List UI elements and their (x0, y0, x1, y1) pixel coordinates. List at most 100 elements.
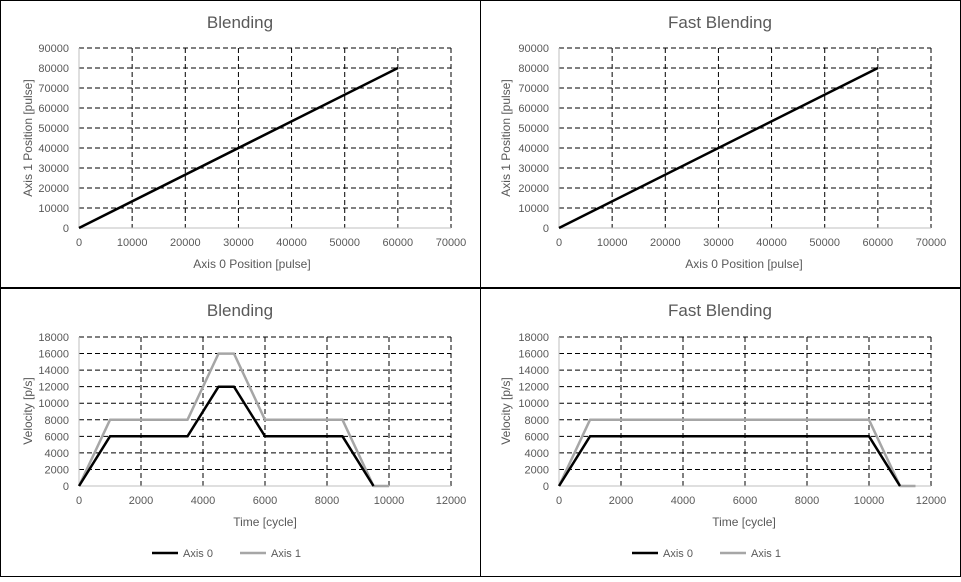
x-tick-label: 70000 (436, 237, 467, 249)
chart-title: Fast Blending (668, 301, 772, 320)
series-line-axis-1-vs-axis-0 (78, 66, 399, 230)
x-tick-label: 12000 (436, 495, 467, 507)
x-tick-label: 0 (76, 495, 82, 507)
x-axis-label: Time [cycle] (233, 515, 297, 529)
panel-border (0, 288, 481, 577)
x-axis-label: Time [cycle] (712, 515, 776, 529)
y-axis-label: Velocity [p/s] (499, 377, 513, 444)
x-tick-label: 8000 (795, 495, 819, 507)
x-tick-label: 10000 (854, 495, 885, 507)
x-axis-label: Axis 0 Position [pulse] (193, 257, 310, 271)
y-tick-label: 6000 (45, 431, 69, 443)
chart-panel-fast-blending-position: Fast Blending 0 10000 20000 30000 40000 50000… (480, 0, 961, 288)
series-line-axis-0 (557, 435, 902, 487)
y-tick-label: 20000 (38, 183, 69, 195)
x-tick-label: 6000 (733, 495, 757, 507)
legend-label: Axis 1 (271, 548, 301, 560)
x-tick-label: 0 (556, 237, 562, 249)
y-tick-label: 10000 (38, 398, 69, 410)
x-tick-label: 60000 (863, 237, 894, 249)
y-tick-label: 10000 (38, 203, 69, 215)
y-tick-label: 14000 (518, 365, 549, 377)
x-tick-label: 0 (76, 237, 82, 249)
y-tick-label: 90000 (518, 43, 549, 55)
y-tick-label: 30000 (38, 163, 69, 175)
x-tick-label: 10000 (374, 495, 405, 507)
x-tick-label: 50000 (329, 237, 360, 249)
x-tick-label: 12000 (916, 495, 947, 507)
x-tick-label: 2000 (129, 495, 153, 507)
y-tick-label: 40000 (518, 143, 549, 155)
y-tick-label: 4000 (525, 448, 549, 460)
chart-panel-blending-position: Blending 0 10000 20000 30000 40000 50000 60000… (0, 0, 481, 288)
y-tick-label: 12000 (518, 382, 549, 394)
series-line-axis-0 (77, 385, 375, 487)
plot-area: 0 10000 20000 30000 40000 50000 60000 70000 0 100… (38, 43, 466, 249)
chart-panel-blending-velocity: Blending 0 2000 4000 6000 8000 10000 12000 0 200… (0, 288, 481, 577)
y-tick-label: 16000 (518, 349, 549, 361)
x-tick-label: 8000 (315, 495, 339, 507)
y-tick-label: 6000 (525, 431, 549, 443)
y-axis-label: Axis 1 Position [pulse] (499, 79, 513, 196)
y-tick-label: 14000 (38, 365, 69, 377)
y-tick-label: 70000 (518, 83, 549, 95)
plot-area: 0 2000 4000 6000 8000 10000 12000 0 2000 4000 6000… (518, 332, 946, 507)
y-tick-label: 16000 (38, 349, 69, 361)
x-tick-label: 0 (556, 495, 562, 507)
panel-border (480, 288, 961, 577)
y-tick-label: 0 (63, 223, 69, 235)
y-axis-label: Velocity [p/s] (21, 377, 35, 444)
x-tick-label: 6000 (253, 495, 277, 507)
y-tick-label: 10000 (518, 203, 549, 215)
x-tick-label: 30000 (223, 237, 254, 249)
x-tick-label: 60000 (383, 237, 414, 249)
y-tick-label: 80000 (518, 63, 549, 75)
chart-title: Blending (207, 13, 273, 32)
y-tick-label: 8000 (45, 415, 69, 427)
y-tick-label: 12000 (38, 382, 69, 394)
x-tick-label: 10000 (597, 237, 628, 249)
y-tick-label: 20000 (518, 183, 549, 195)
y-tick-label: 8000 (525, 415, 549, 427)
x-tick-label: 50000 (809, 237, 840, 249)
y-tick-label: 90000 (38, 43, 69, 55)
x-tick-label: 10000 (117, 237, 148, 249)
legend-label: Axis 0 (183, 548, 213, 560)
series-line-axis-1-vs-axis-0 (558, 66, 879, 230)
legend: Axis 0 Axis 1 (632, 548, 781, 560)
y-tick-label: 40000 (38, 143, 69, 155)
plot-area: 0 2000 4000 6000 8000 10000 12000 0 2000 4000 6000… (38, 332, 466, 507)
y-tick-label: 80000 (38, 63, 69, 75)
plot-area: 0 10000 20000 30000 40000 50000 60000 70000 0 100… (518, 43, 946, 249)
x-axis-label: Axis 0 Position [pulse] (685, 257, 802, 271)
y-tick-label: 60000 (38, 103, 69, 115)
x-tick-label: 4000 (671, 495, 695, 507)
y-tick-label: 30000 (518, 163, 549, 175)
y-tick-label: 70000 (38, 83, 69, 95)
chart-title: Fast Blending (668, 13, 772, 32)
x-tick-label: 4000 (191, 495, 215, 507)
y-tick-label: 50000 (38, 123, 69, 135)
x-tick-label: 30000 (703, 237, 734, 249)
y-tick-label: 0 (63, 481, 69, 493)
x-tick-label: 2000 (609, 495, 633, 507)
y-tick-label: 0 (543, 481, 549, 493)
x-tick-label: 20000 (650, 237, 681, 249)
series-line-axis-1 (77, 352, 389, 488)
x-tick-label: 70000 (916, 237, 947, 249)
legend-label: Axis 1 (751, 548, 781, 560)
chart-panel-fast-blending-velocity: Fast Blending 0 2000 4000 6000 8000 10000 1200… (480, 288, 961, 577)
y-axis-label: Axis 1 Position [pulse] (21, 79, 35, 196)
x-tick-label: 40000 (276, 237, 307, 249)
y-tick-label: 10000 (518, 398, 549, 410)
legend: Axis 0 Axis 1 (152, 548, 301, 560)
y-tick-label: 2000 (525, 464, 549, 476)
x-tick-label: 20000 (170, 237, 201, 249)
y-tick-label: 0 (543, 223, 549, 235)
chart-title: Blending (207, 301, 273, 320)
legend-label: Axis 0 (663, 548, 693, 560)
series-line-axis-1 (557, 418, 916, 488)
y-tick-label: 60000 (518, 103, 549, 115)
y-tick-label: 4000 (45, 448, 69, 460)
